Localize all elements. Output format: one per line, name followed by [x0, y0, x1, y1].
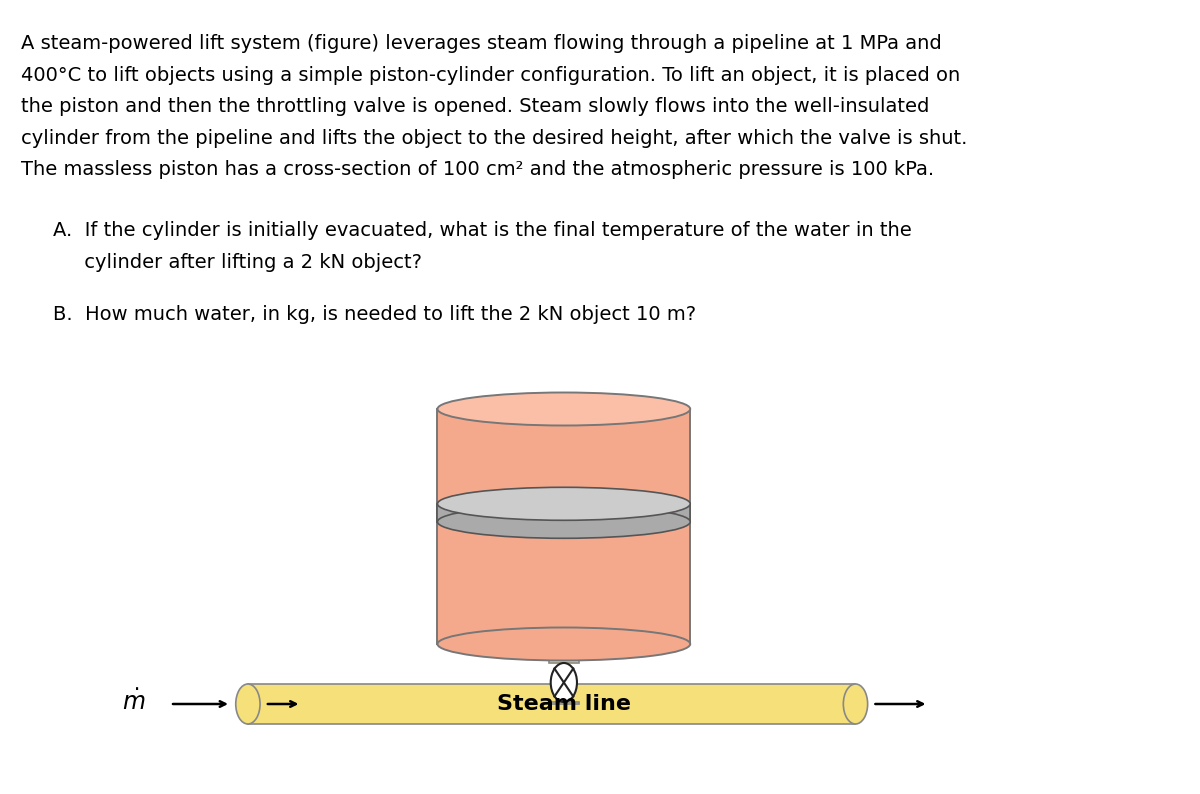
Ellipse shape: [844, 684, 868, 724]
Ellipse shape: [551, 663, 577, 702]
Text: $\dot{m}$: $\dot{m}$: [122, 689, 146, 715]
Polygon shape: [548, 644, 578, 663]
Ellipse shape: [438, 505, 690, 538]
Text: cylinder from the pipeline and lifts the object to the desired height, after whi: cylinder from the pipeline and lifts the…: [22, 129, 967, 148]
Text: The massless piston has a cross-section of 100 cm² and the atmospheric pressure : The massless piston has a cross-section …: [22, 160, 935, 179]
Text: A.  If the cylinder is initially evacuated, what is the final temperature of the: A. If the cylinder is initially evacuate…: [54, 222, 912, 241]
Text: B.  How much water, in kg, is needed to lift the 2 kN object 10 m?: B. How much water, in kg, is needed to l…: [54, 305, 696, 323]
Text: the piston and then the throttling valve is opened. Steam slowly flows into the : the piston and then the throttling valve…: [22, 97, 930, 116]
Text: Steam line: Steam line: [497, 694, 631, 714]
Text: cylinder after lifting a 2 kN object?: cylinder after lifting a 2 kN object?: [54, 253, 422, 272]
Ellipse shape: [438, 392, 690, 426]
Polygon shape: [438, 409, 690, 644]
Polygon shape: [248, 684, 856, 724]
Ellipse shape: [438, 627, 690, 661]
Text: A steam-powered lift system (figure) leverages steam flowing through a pipeline : A steam-powered lift system (figure) lev…: [22, 34, 942, 53]
Ellipse shape: [235, 684, 260, 724]
Polygon shape: [548, 702, 578, 704]
Text: 400°C to lift objects using a simple piston-cylinder configuration. To lift an o: 400°C to lift objects using a simple pis…: [22, 65, 961, 84]
Polygon shape: [438, 504, 690, 522]
Ellipse shape: [438, 488, 690, 520]
